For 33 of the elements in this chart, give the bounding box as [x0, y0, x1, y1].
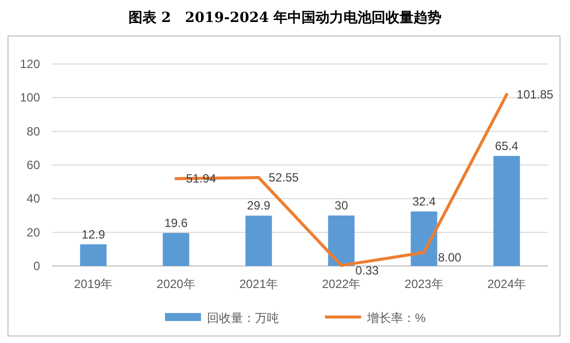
x-tick-label: 2024年 [487, 277, 526, 291]
data-label: 19.6 [164, 216, 188, 230]
y-tick-label: 80 [26, 124, 40, 138]
bar [328, 216, 355, 266]
y-tick-label: 100 [20, 90, 40, 105]
x-tick-label: 2020年 [156, 277, 196, 291]
data-label: 52.55 [268, 170, 300, 185]
y-tick-label: 20 [26, 225, 40, 240]
x-tick-label: 2022年 [322, 277, 361, 291]
data-label: 32.4 [412, 194, 436, 208]
data-label: 0.33 [355, 263, 380, 278]
legend-label: 回收量：万吨 [207, 311, 279, 325]
data-label: 12.9 [82, 227, 106, 242]
bar [493, 156, 520, 266]
bar [162, 233, 190, 266]
data-label: 101.85 [516, 88, 554, 102]
bar [410, 211, 438, 266]
data-label: 65.4 [494, 138, 519, 153]
x-tick-label: 2019年 [74, 277, 113, 291]
y-tick-label: 120 [20, 57, 40, 71]
x-tick-label: 2023年 [404, 277, 444, 291]
y-tick-label: 40 [26, 192, 40, 206]
data-label: 29.9 [246, 198, 271, 213]
legend-label: 增长率：% [366, 311, 426, 325]
data-label: 51.94 [186, 172, 216, 186]
x-tick-label: 2021年 [239, 277, 278, 291]
data-label: 30 [334, 198, 348, 212]
chart-title: 图表 2 2019-2024 年中国动力电池回收量趋势 [128, 10, 442, 26]
y-tick-label: 0 [33, 259, 40, 273]
data-label: 8.00 [438, 250, 462, 265]
bar [245, 216, 272, 266]
bar [80, 244, 107, 266]
y-tick-label: 60 [26, 158, 40, 172]
